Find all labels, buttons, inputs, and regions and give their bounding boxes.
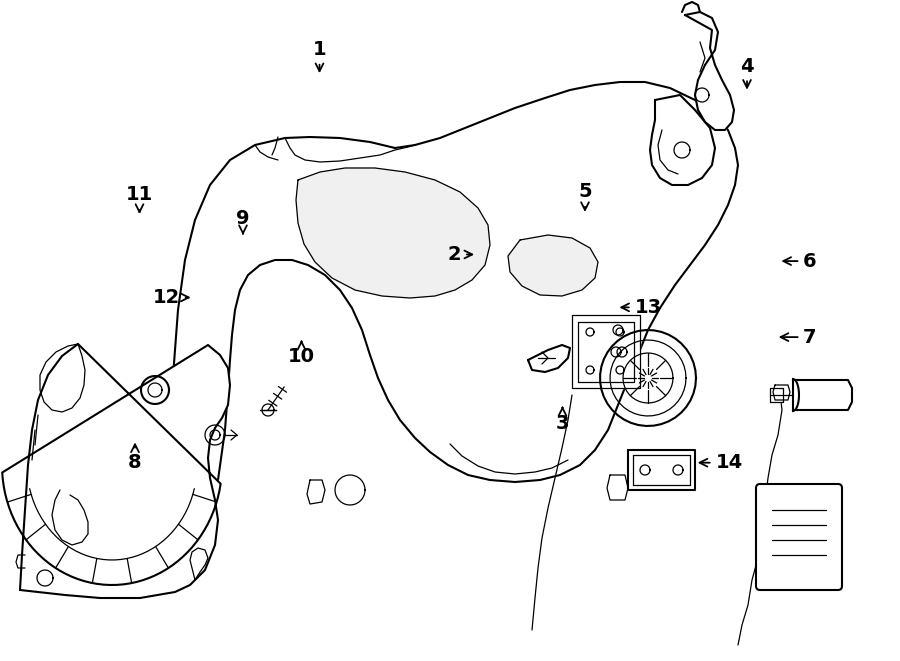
Text: 4: 4 (740, 57, 754, 88)
Polygon shape (528, 345, 570, 372)
Polygon shape (633, 455, 690, 485)
Polygon shape (572, 315, 640, 388)
Polygon shape (307, 480, 325, 504)
Text: 12: 12 (153, 288, 189, 307)
Polygon shape (650, 95, 715, 185)
Polygon shape (628, 450, 695, 490)
Text: 11: 11 (126, 186, 153, 212)
Polygon shape (296, 168, 490, 298)
Text: 14: 14 (699, 453, 742, 472)
FancyBboxPatch shape (756, 484, 842, 590)
Text: 8: 8 (128, 444, 142, 472)
Polygon shape (165, 82, 738, 582)
Text: 13: 13 (621, 298, 662, 317)
Text: 5: 5 (578, 182, 592, 210)
Polygon shape (508, 235, 598, 296)
Text: 1: 1 (312, 40, 327, 71)
Text: 10: 10 (288, 341, 315, 366)
Polygon shape (607, 475, 628, 500)
Text: 3: 3 (556, 407, 569, 432)
Text: 2: 2 (447, 245, 473, 264)
Text: 6: 6 (783, 252, 817, 270)
Polygon shape (770, 388, 783, 402)
Polygon shape (773, 385, 790, 400)
Polygon shape (685, 12, 734, 130)
Text: 9: 9 (236, 209, 250, 234)
Polygon shape (2, 344, 230, 598)
Text: 7: 7 (780, 328, 817, 346)
Polygon shape (578, 322, 634, 382)
Polygon shape (793, 380, 852, 410)
